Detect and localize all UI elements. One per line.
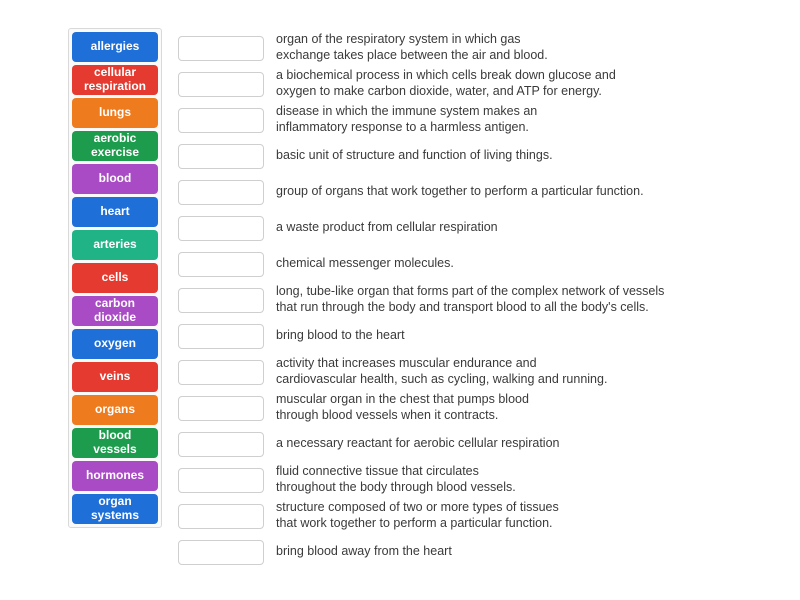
term-tile[interactable]: veins: [72, 362, 158, 392]
drop-target[interactable]: [178, 144, 264, 169]
definition-text: a biochemical process in which cells bre…: [276, 68, 616, 99]
term-tile[interactable]: allergies: [72, 32, 158, 62]
definition-text: long, tube-like organ that forms part of…: [276, 284, 664, 315]
definition-row: long, tube-like organ that forms part of…: [178, 282, 664, 318]
term-tile[interactable]: heart: [72, 197, 158, 227]
definition-text: structure composed of two or more types …: [276, 500, 559, 531]
term-tile[interactable]: organs: [72, 395, 158, 425]
term-tile[interactable]: organsystems: [72, 494, 158, 524]
definition-text: a necessary reactant for aerobic cellula…: [276, 436, 559, 452]
definition-text: muscular organ in the chest that pumps b…: [276, 392, 529, 423]
term-tile[interactable]: blood: [72, 164, 158, 194]
definition-text: disease in which the immune system makes…: [276, 104, 537, 135]
drop-target[interactable]: [178, 504, 264, 529]
definition-text: basic unit of structure and function of …: [276, 148, 553, 164]
drop-target[interactable]: [178, 396, 264, 421]
term-tile[interactable]: hormones: [72, 461, 158, 491]
definition-row: structure composed of two or more types …: [178, 498, 664, 534]
drop-target[interactable]: [178, 360, 264, 385]
definition-text: fluid connective tissue that circulatest…: [276, 464, 516, 495]
term-tile[interactable]: aerobicexercise: [72, 131, 158, 161]
definition-row: disease in which the immune system makes…: [178, 102, 664, 138]
drop-target[interactable]: [178, 324, 264, 349]
term-tile[interactable]: blood vessels: [72, 428, 158, 458]
term-tile[interactable]: lungs: [72, 98, 158, 128]
definition-row: a biochemical process in which cells bre…: [178, 66, 664, 102]
definition-row: chemical messenger molecules.: [178, 246, 664, 282]
definition-text: bring blood away from the heart: [276, 544, 452, 560]
definition-text: a waste product from cellular respiratio…: [276, 220, 498, 236]
definition-row: organ of the respiratory system in which…: [178, 30, 664, 66]
term-tile[interactable]: cells: [72, 263, 158, 293]
definition-row: fluid connective tissue that circulatest…: [178, 462, 664, 498]
term-tile[interactable]: cellularrespiration: [72, 65, 158, 95]
drop-target[interactable]: [178, 432, 264, 457]
drop-target[interactable]: [178, 540, 264, 565]
definition-row: bring blood to the heart: [178, 318, 664, 354]
definition-row: activity that increases muscular enduran…: [178, 354, 664, 390]
definition-row: a necessary reactant for aerobic cellula…: [178, 426, 664, 462]
drop-target[interactable]: [178, 468, 264, 493]
drop-target[interactable]: [178, 108, 264, 133]
definition-row: group of organs that work together to pe…: [178, 174, 664, 210]
drop-target[interactable]: [178, 288, 264, 313]
drop-target[interactable]: [178, 216, 264, 241]
term-tile[interactable]: carbondioxide: [72, 296, 158, 326]
drop-target[interactable]: [178, 180, 264, 205]
definition-text: chemical messenger molecules.: [276, 256, 454, 272]
definition-text: organ of the respiratory system in which…: [276, 32, 548, 63]
definition-text: activity that increases muscular enduran…: [276, 356, 607, 387]
definition-row: muscular organ in the chest that pumps b…: [178, 390, 664, 426]
definition-row: basic unit of structure and function of …: [178, 138, 664, 174]
term-tile[interactable]: oxygen: [72, 329, 158, 359]
definition-row: a waste product from cellular respiratio…: [178, 210, 664, 246]
term-tile[interactable]: arteries: [72, 230, 158, 260]
term-bank: allergiescellularrespirationlungsaerobic…: [68, 28, 162, 528]
drop-target[interactable]: [178, 72, 264, 97]
drop-target[interactable]: [178, 252, 264, 277]
definition-text: bring blood to the heart: [276, 328, 405, 344]
drop-target[interactable]: [178, 36, 264, 61]
definition-row: bring blood away from the heart: [178, 534, 664, 570]
definition-list: organ of the respiratory system in which…: [178, 30, 664, 570]
definition-text: group of organs that work together to pe…: [276, 184, 644, 200]
